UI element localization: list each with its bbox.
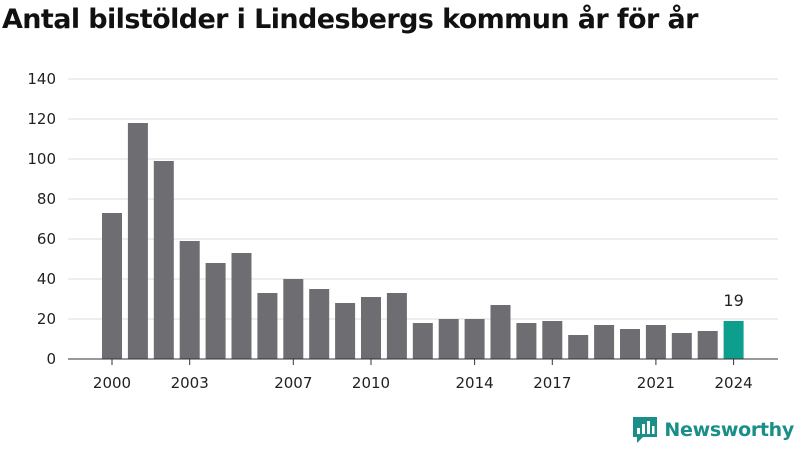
logo-text: Newsworthy: [664, 419, 794, 441]
bar-2018: [568, 335, 589, 359]
y-tick-label: 100: [27, 150, 56, 168]
x-tick-label: 2000: [93, 374, 131, 392]
chart-title: Antal bilstölder i Lindesbergs kommun år…: [2, 4, 698, 35]
bar-2009: [335, 303, 356, 359]
bar-2002: [153, 161, 174, 359]
data-label-2024: 19: [723, 291, 743, 310]
bar-2017: [542, 321, 563, 359]
bar-2003: [179, 241, 200, 359]
bar-2024: [723, 321, 744, 359]
bar-2014: [464, 319, 485, 359]
bar-2022: [671, 333, 692, 359]
bar-2007: [283, 279, 304, 359]
y-tick-label: 0: [46, 350, 56, 368]
grid-lines: [68, 78, 778, 320]
bar-2004: [205, 263, 226, 359]
y-axis: 0 20 40 60 80 100 120 140: [27, 70, 56, 368]
y-tick-label: 40: [37, 270, 56, 288]
x-tick-label: 2003: [171, 374, 209, 392]
bar-2016: [516, 323, 537, 359]
bar-series: [102, 123, 744, 359]
y-tick-label: 60: [37, 230, 56, 248]
x-axis: 2000 2003 2007 2010 2014 2017 2021 2024: [68, 358, 778, 392]
x-tick-label: 2007: [274, 374, 312, 392]
x-tick-label: 2024: [715, 374, 753, 392]
x-tick-label: 2014: [456, 374, 494, 392]
data-labels: 19: [723, 291, 743, 310]
bar-2019: [594, 325, 615, 359]
y-tick-label: 140: [27, 70, 56, 88]
x-tick-label: 2010: [352, 374, 390, 392]
bar-2011: [386, 293, 407, 359]
bar-2021: [645, 325, 666, 359]
newsworthy-logo: Newsworthy: [632, 416, 794, 444]
y-tick-label: 80: [37, 190, 56, 208]
bar-2000: [102, 213, 122, 359]
newsworthy-logo-icon: [633, 417, 658, 443]
bar-2013: [438, 319, 459, 359]
x-tick-label: 2021: [637, 374, 675, 392]
y-tick-label: 20: [37, 310, 56, 328]
x-tick-label: 2017: [533, 374, 571, 392]
bar-2005: [231, 253, 252, 359]
bar-2010: [361, 297, 381, 359]
bar-2012: [412, 323, 433, 359]
bar-2015: [490, 305, 511, 359]
bar-2020: [620, 329, 640, 359]
y-tick-label: 120: [27, 110, 56, 128]
bar-2006: [257, 293, 278, 359]
bar-2001: [127, 123, 148, 359]
bar-2023: [697, 331, 718, 359]
bar-2008: [309, 289, 330, 359]
